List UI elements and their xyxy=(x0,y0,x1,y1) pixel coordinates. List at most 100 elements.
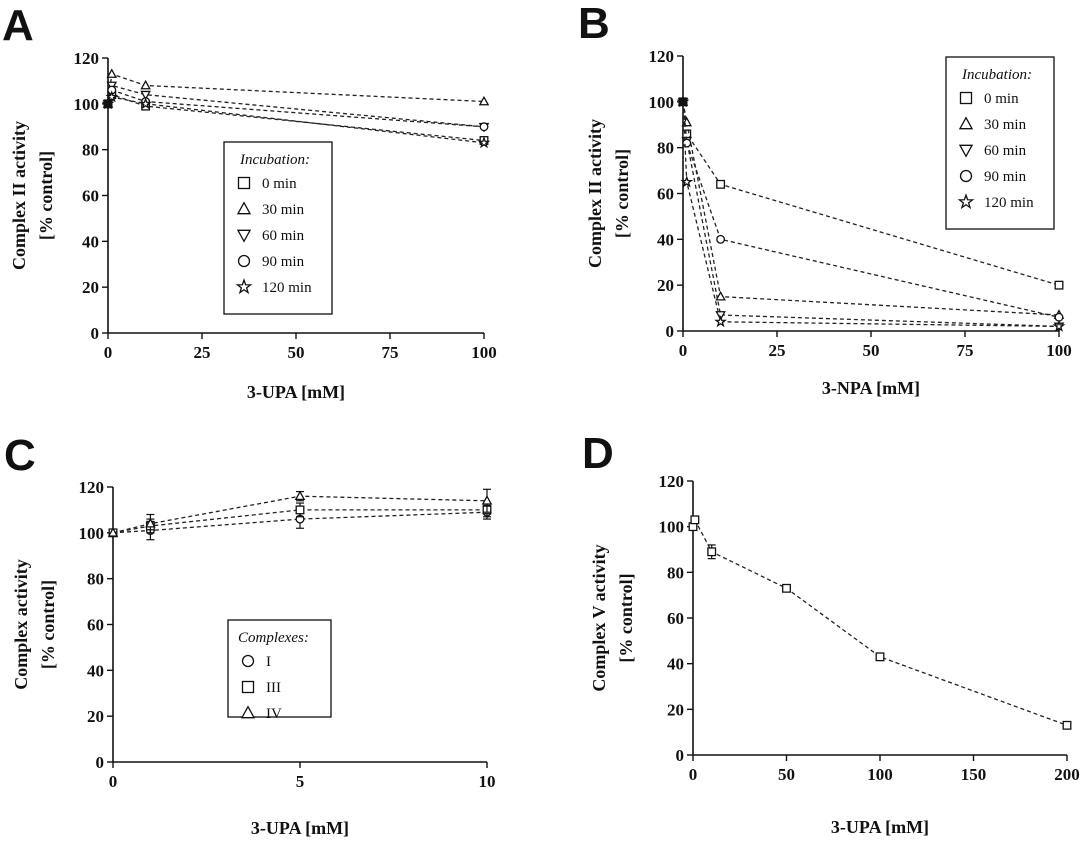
y-tick-label: 80 xyxy=(657,139,674,158)
control-point xyxy=(104,100,112,108)
x-tick-label: 50 xyxy=(863,341,880,360)
y-axis-label-line: Complex II activity xyxy=(585,119,605,268)
y-axis-label-line: [% control] xyxy=(38,580,58,669)
x-tick-label: 10 xyxy=(479,772,496,791)
series-line xyxy=(682,101,1060,318)
legend-label: 90 min xyxy=(984,169,1027,185)
legend-marker xyxy=(959,169,973,183)
x-tick-label: 0 xyxy=(689,765,698,784)
data-point xyxy=(875,652,885,662)
legend-label: 120 min xyxy=(262,280,312,296)
y-tick-label: 60 xyxy=(657,185,674,204)
y-tick-label: 60 xyxy=(667,609,684,628)
x-axis-label: 3-UPA [mM] xyxy=(247,382,345,402)
legend-marker xyxy=(958,144,974,158)
series-line xyxy=(112,509,487,534)
series-line xyxy=(107,73,485,104)
series-line xyxy=(112,495,488,534)
legend-marker xyxy=(240,705,256,719)
panel-letter: D xyxy=(582,429,614,478)
x-tick-label: 0 xyxy=(104,343,113,362)
panel-d: D 0 20 40 60 80 100 120 0 50 100 150 200 3-UPA [mM] Co… xyxy=(582,429,1080,837)
series-line xyxy=(682,101,1060,316)
y-axis-label-line: [% control] xyxy=(36,151,56,240)
legend-label: 0 min xyxy=(984,91,1019,107)
legend-marker xyxy=(957,193,975,210)
series-30-min xyxy=(102,68,490,108)
panel-c: C 0 20 40 60 80 100 120 0 5 10 3-UPA [mM] Complex ac… xyxy=(4,431,496,838)
data-point xyxy=(479,122,489,132)
data-point xyxy=(294,490,306,501)
x-tick-label: 100 xyxy=(471,343,497,362)
x-axis-label: 3-UPA [mM] xyxy=(251,818,349,838)
x-tick-label: 0 xyxy=(109,772,118,791)
data-point xyxy=(1054,280,1064,290)
series-line xyxy=(692,518,1068,726)
data-point xyxy=(680,175,694,188)
series-60-min xyxy=(102,81,490,133)
legend-title: Incubation: xyxy=(239,152,310,168)
series-line xyxy=(107,96,485,144)
y-tick-label: 100 xyxy=(74,95,100,114)
data-point xyxy=(140,90,151,101)
y-tick-label: 100 xyxy=(649,93,675,112)
y-axis-label-line: Complex activity xyxy=(11,559,31,689)
data-point xyxy=(714,315,728,328)
legend-marker xyxy=(958,116,974,130)
y-tick-label: 40 xyxy=(657,230,674,249)
data-point xyxy=(477,136,491,149)
legend-marker xyxy=(241,654,255,668)
series-120-min xyxy=(101,90,491,149)
legend-marker xyxy=(241,680,255,694)
legend-label: 60 min xyxy=(262,228,305,244)
y-tick-label: 20 xyxy=(82,278,99,297)
series-0 xyxy=(688,515,1072,730)
y-tick-label: 40 xyxy=(82,232,99,251)
series-iv xyxy=(107,488,493,537)
y-tick-label: 80 xyxy=(667,563,684,582)
y-axis-label-line: [% control] xyxy=(612,149,632,238)
legend-marker xyxy=(235,278,253,295)
y-tick-label: 0 xyxy=(91,324,100,343)
y-tick-label: 80 xyxy=(87,570,104,589)
legend-label: 30 min xyxy=(984,117,1027,133)
legend-label: 90 min xyxy=(262,254,305,270)
y-tick-label: 120 xyxy=(659,472,685,491)
legend-label: III xyxy=(266,680,281,696)
y-tick-label: 120 xyxy=(74,49,100,68)
series-line xyxy=(107,84,485,128)
x-tick-label: 5 xyxy=(296,772,305,791)
data-point xyxy=(1052,319,1066,332)
x-tick-label: 150 xyxy=(961,765,987,784)
data-point xyxy=(782,583,791,593)
y-tick-label: 0 xyxy=(96,753,105,772)
series-line xyxy=(112,511,488,534)
panel-a: A 0 20 40 60 80 100 120 0 25 50 75 100 3-UPA [mM] Comp… xyxy=(2,1,497,402)
panel-letter: B xyxy=(578,0,610,48)
legend-marker xyxy=(236,229,252,243)
x-tick-label: 25 xyxy=(769,341,786,360)
x-tick-label: 50 xyxy=(778,765,795,784)
y-tick-label: 60 xyxy=(87,616,104,635)
legend-label: I xyxy=(266,654,271,670)
y-axis-label-line: Complex V activity xyxy=(589,544,609,691)
legend-box xyxy=(227,619,332,718)
y-axis-label-line: [% control] xyxy=(616,573,636,662)
legend-marker xyxy=(236,201,252,215)
data-point xyxy=(478,95,490,106)
y-axis-label-line: Complex II activity xyxy=(9,121,29,270)
data-point xyxy=(682,138,692,148)
data-point xyxy=(106,68,118,78)
y-tick-label: 40 xyxy=(87,661,104,680)
data-point xyxy=(716,179,726,189)
y-tick-label: 0 xyxy=(676,746,685,765)
legend-label: IV xyxy=(266,706,282,722)
y-tick-label: 20 xyxy=(87,707,104,726)
legend-title: Incubation: xyxy=(961,67,1032,83)
series-line xyxy=(107,93,485,142)
y-tick-label: 80 xyxy=(82,141,99,160)
y-tick-label: 20 xyxy=(657,276,674,295)
x-tick-label: 100 xyxy=(1046,341,1072,360)
panel-b: B 0 20 40 60 80 100 120 0 25 50 75 100 3-NPA [mM] Comp… xyxy=(578,0,1072,398)
